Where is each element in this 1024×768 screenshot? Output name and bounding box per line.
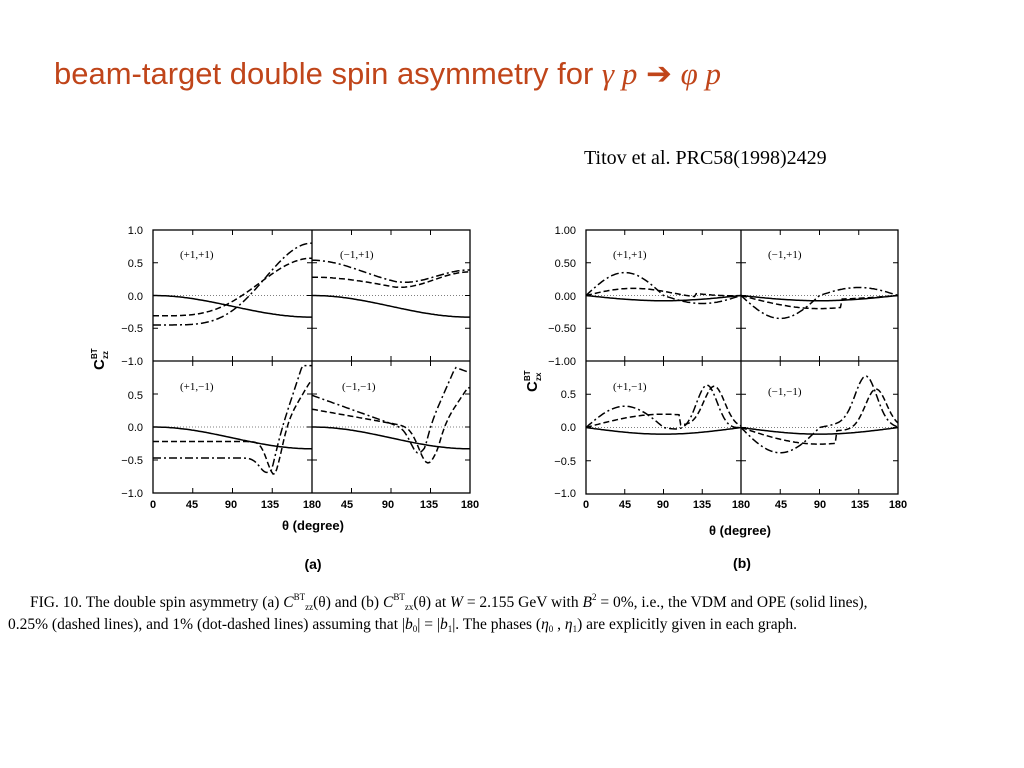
panel-a-x-ticks: 0 45 90 135 180 45 90 135 180: [150, 499, 479, 511]
y-tick-label: 1.0: [128, 225, 143, 237]
solid-curve: [585, 426, 742, 435]
dashed-curve: [740, 294, 899, 310]
dot-dash-curve: [585, 384, 742, 430]
panel-a-y-ticks: 1.0 0.5 0.0 −0.5 −1.0 0.5 0.0 −0.5 −1.0: [121, 225, 143, 500]
solid-curve: [153, 426, 312, 450]
y-tick-label: 0.0: [128, 291, 143, 303]
arrow-icon: ➔: [646, 56, 672, 91]
x-tick-label: 180: [461, 499, 479, 511]
y-tick-label: 0.0: [128, 422, 143, 434]
inset-label: (+1,+1): [180, 249, 214, 261]
y-tick-label: −1.0: [121, 488, 143, 500]
x-tick-label: 135: [420, 499, 438, 511]
svg-text:zx: zx: [534, 372, 543, 381]
dashed-curve: [311, 386, 471, 464]
y-tick-label: −0.5: [121, 455, 143, 467]
inset-label: (+1,+1): [613, 249, 647, 261]
panel-b: 1.00 0.50 0.00 −0.50 −1.00 0.5 0.0 −0.5 …: [523, 225, 907, 571]
inset-label: (+1,−1): [613, 381, 647, 393]
x-tick-label: 180: [303, 499, 321, 511]
panel-a-label: (a): [304, 556, 321, 572]
caption-line-2: 0.25% (dashed lines), and 1% (dot-dashed…: [8, 616, 798, 634]
x-tick-label: 90: [225, 499, 237, 511]
inset-label: (+1,−1): [180, 381, 214, 393]
svg-text:C: C: [524, 381, 541, 392]
inset-label: (−1,+1): [768, 249, 802, 261]
x-tick-label: 135: [693, 499, 711, 511]
y-tick-label: 0.0: [561, 422, 576, 434]
y-tick-label: −1.00: [548, 356, 576, 368]
svg-text:C: C: [91, 359, 108, 370]
y-tick-label: −0.5: [121, 323, 143, 335]
panel-b-label: (b): [733, 555, 751, 571]
solid-curve: [312, 426, 470, 450]
y-tick-label: 0.50: [555, 258, 576, 270]
x-axis-label: θ (degree): [282, 518, 344, 533]
svg-text:BT: BT: [523, 370, 532, 381]
y-tick-label: −1.0: [554, 488, 576, 500]
y-tick-label: −0.5: [554, 456, 576, 468]
x-tick-label: 180: [732, 499, 750, 511]
dashed-curve: [312, 271, 470, 289]
panel-b-x-ticks: 0 45 90 135 180 45 90 135 180: [583, 499, 907, 511]
title-text: beam-target double spin asymmetry for: [54, 56, 602, 91]
solid-curve: [585, 294, 742, 302]
dot-dash-curve: [153, 364, 312, 474]
dashed-curve: [153, 381, 312, 475]
figure: 1.0 0.5 0.0 −0.5 −1.0 0.5 0.0 −0.5 −1.0 …: [90, 225, 907, 572]
x-axis-label: θ (degree): [709, 523, 771, 538]
x-tick-label: 180: [889, 499, 907, 511]
solid-curve: [312, 294, 470, 318]
panel-b-y-ticks: 1.00 0.50 0.00 −0.50 −1.00 0.5 0.0 −0.5 …: [548, 225, 576, 500]
dot-dash-curve: [740, 375, 899, 454]
y-tick-label: 0.5: [128, 390, 143, 402]
svg-text:BT: BT: [90, 348, 99, 359]
slide-title: beam-target double spin asymmetry for γ …: [54, 56, 721, 92]
x-tick-label: 45: [775, 499, 787, 511]
x-tick-label: 0: [150, 499, 156, 511]
dot-dash-curve: [585, 271, 742, 305]
dot-dash-curve: [311, 366, 471, 454]
dashed-curve: [585, 385, 742, 429]
x-tick-label: 45: [619, 499, 631, 511]
y-tick-label: 0.5: [128, 258, 143, 270]
dot-dash-curve: [153, 242, 313, 326]
panel-b-y-axis-label: C BT zx: [523, 370, 543, 392]
dashed-curve: [153, 257, 312, 317]
dot-dash-curve: [740, 286, 899, 320]
x-tick-label: 90: [657, 499, 669, 511]
x-tick-label: 45: [186, 499, 198, 511]
inset-label: (−1,−1): [342, 381, 376, 393]
dashed-curve: [740, 388, 899, 445]
inset-label: (−1,−1): [768, 386, 802, 398]
x-tick-label: 0: [583, 499, 589, 511]
solid-curve: [153, 294, 312, 318]
title-final-state: φ p: [680, 56, 722, 91]
plot-frame: [585, 229, 899, 495]
y-tick-label: −1.0: [121, 356, 143, 368]
x-tick-label: 90: [814, 499, 826, 511]
y-tick-label: 0.5: [561, 389, 576, 401]
citation: Titov et al. PRC58(1998)2429: [584, 147, 827, 169]
y-tick-label: 1.00: [555, 225, 576, 237]
svg-text:zz: zz: [101, 351, 110, 359]
x-tick-label: 90: [382, 499, 394, 511]
panel-a-y-axis-label: C BT zz: [90, 348, 110, 370]
solid-curve: [740, 426, 899, 435]
y-tick-label: −0.50: [548, 323, 576, 335]
caption-line-1: FIG. 10. The double spin asymmetry (a) C…: [30, 592, 868, 612]
title-initial-state: γ p: [601, 56, 638, 91]
inset-label: (−1,+1): [340, 249, 374, 261]
x-tick-label: 135: [261, 499, 279, 511]
panel-a: 1.0 0.5 0.0 −0.5 −1.0 0.5 0.0 −0.5 −1.0 …: [90, 225, 479, 572]
y-tick-label: 0.00: [555, 291, 576, 303]
dot-dash-curve: [312, 259, 470, 284]
x-tick-label: 135: [851, 499, 869, 511]
x-tick-label: 45: [341, 499, 353, 511]
